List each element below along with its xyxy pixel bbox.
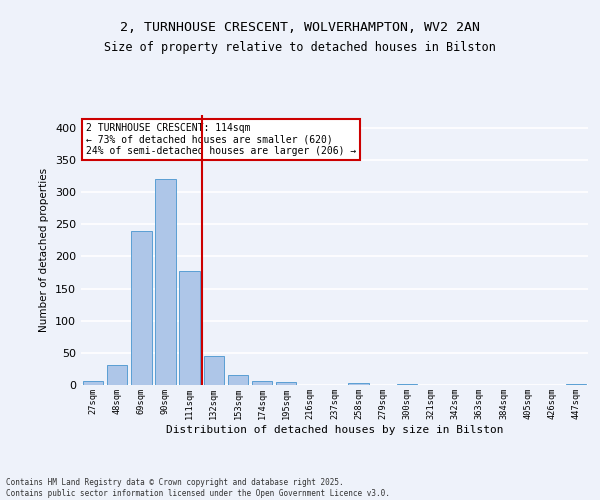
- Bar: [131, 230, 152, 385]
- Bar: [227, 376, 248, 385]
- Text: 2 TURNHOUSE CRESCENT: 114sqm
← 73% of detached houses are smaller (620)
24% of s: 2 TURNHOUSE CRESCENT: 114sqm ← 73% of de…: [86, 123, 356, 156]
- Bar: [179, 270, 200, 385]
- Bar: [397, 384, 417, 385]
- Bar: [349, 383, 369, 385]
- Text: 2, TURNHOUSE CRESCENT, WOLVERHAMPTON, WV2 2AN: 2, TURNHOUSE CRESCENT, WOLVERHAMPTON, WV…: [120, 21, 480, 34]
- Text: Contains HM Land Registry data © Crown copyright and database right 2025.
Contai: Contains HM Land Registry data © Crown c…: [6, 478, 390, 498]
- X-axis label: Distribution of detached houses by size in Bilston: Distribution of detached houses by size …: [166, 425, 503, 435]
- Bar: [83, 380, 103, 385]
- Y-axis label: Number of detached properties: Number of detached properties: [40, 168, 49, 332]
- Bar: [107, 365, 127, 385]
- Text: Size of property relative to detached houses in Bilston: Size of property relative to detached ho…: [104, 41, 496, 54]
- Bar: [252, 381, 272, 385]
- Bar: [155, 180, 176, 385]
- Bar: [203, 356, 224, 385]
- Bar: [566, 384, 586, 385]
- Bar: [276, 382, 296, 385]
